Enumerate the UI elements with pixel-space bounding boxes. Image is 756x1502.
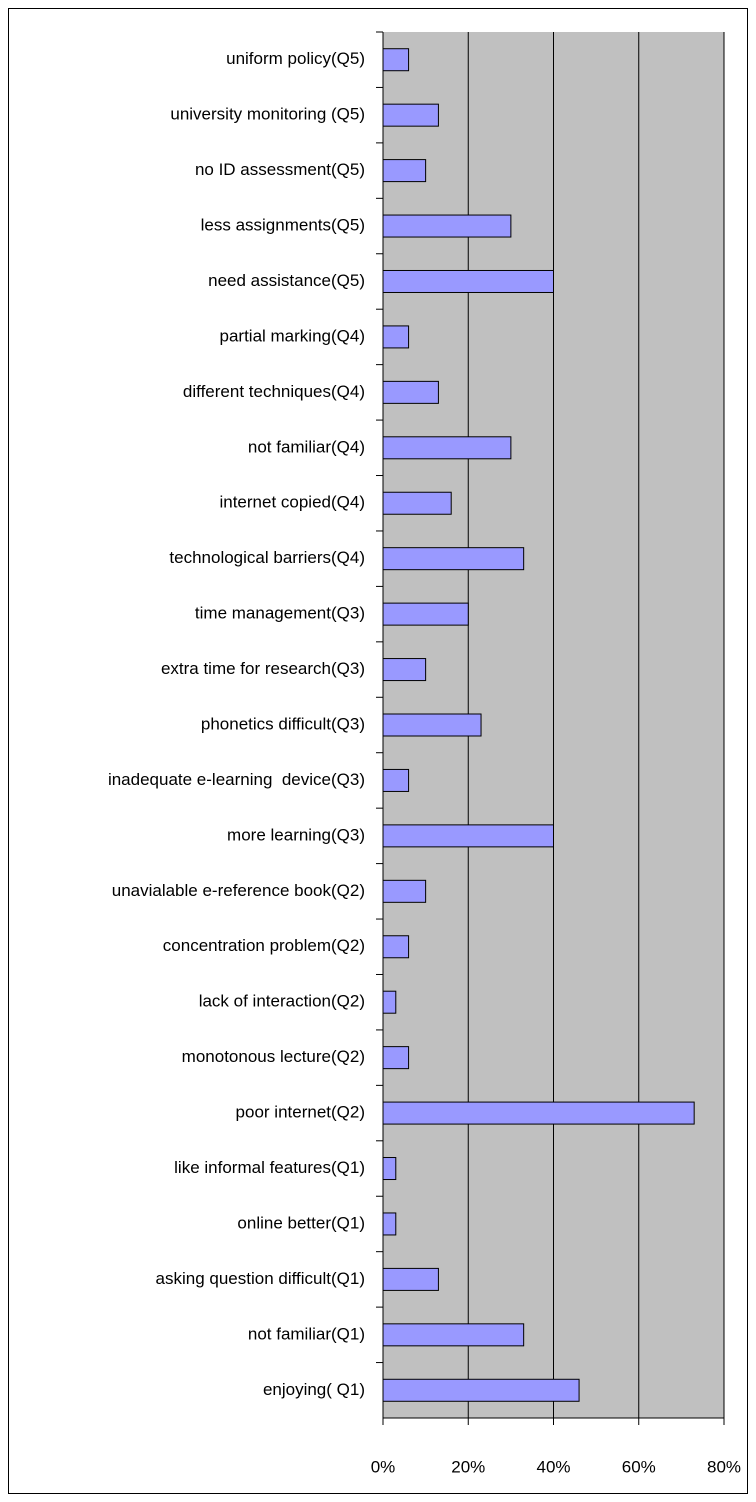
bar: [382, 658, 427, 682]
y-tick-label: monotonous lecture(Q2): [182, 1047, 365, 1066]
x-tick-label: 60%: [622, 1457, 656, 1476]
bar: [382, 713, 482, 737]
y-tick-label: different techniques(Q4): [183, 382, 365, 401]
bar: [382, 935, 410, 959]
y-tick-label: inadequate e-learning device(Q3): [108, 770, 365, 789]
bar: [382, 879, 427, 903]
bar: [382, 103, 439, 127]
x-tick-label: 80%: [707, 1457, 741, 1476]
y-tick-label: not familiar(Q4): [248, 437, 365, 456]
y-tick-label: lack of interaction(Q2): [199, 992, 365, 1011]
bar: [382, 380, 439, 404]
y-tick-label: online better(Q1): [237, 1213, 365, 1232]
bar: [382, 990, 397, 1014]
y-tick-label: technological barriers(Q4): [169, 548, 365, 567]
y-tick-label: phonetics difficult(Q3): [201, 714, 365, 733]
bar: [382, 602, 469, 626]
y-tick-label: less assignments(Q5): [201, 216, 365, 235]
bar: [382, 1157, 397, 1181]
y-tick-label: not familiar(Q1): [248, 1324, 365, 1343]
bar: [382, 1046, 410, 1070]
bar: [382, 436, 512, 460]
bar: [382, 1378, 580, 1402]
y-tick-label: university monitoring (Q5): [170, 105, 365, 124]
bar: [382, 547, 525, 571]
y-tick-label: partial marking(Q4): [220, 326, 366, 345]
y-tick-label: time management(Q3): [195, 604, 365, 623]
y-tick-label: uniform policy(Q5): [226, 49, 365, 68]
y-tick-label: no ID assessment(Q5): [195, 160, 365, 179]
bar: [382, 1212, 397, 1236]
y-tick-label: more learning(Q3): [227, 825, 365, 844]
bar: [382, 768, 410, 792]
bar: [382, 491, 452, 515]
x-tick-label: 40%: [536, 1457, 570, 1476]
x-tick-label: 0%: [371, 1457, 396, 1476]
y-tick-label: concentration problem(Q2): [163, 936, 365, 955]
bar: [382, 1323, 525, 1347]
bar: [382, 159, 427, 183]
bar: [382, 269, 554, 293]
y-tick-label: internet copied(Q4): [219, 493, 365, 512]
bar: [382, 325, 410, 349]
y-tick-label: unavialable e-reference book(Q2): [112, 881, 365, 900]
bar: [382, 1101, 695, 1125]
y-tick-label: like informal features(Q1): [174, 1158, 365, 1177]
y-tick-label: enjoying( Q1): [263, 1380, 365, 1399]
y-tick-label: asking question difficult(Q1): [156, 1269, 365, 1288]
x-tick-label: 20%: [451, 1457, 485, 1476]
y-tick-label: poor internet(Q2): [236, 1103, 365, 1122]
bar: [382, 214, 512, 238]
bar: [382, 1267, 439, 1291]
y-tick-label: need assistance(Q5): [208, 271, 365, 290]
bar: [382, 824, 554, 848]
y-tick-label: extra time for research(Q3): [161, 659, 365, 678]
bar: [382, 48, 410, 72]
